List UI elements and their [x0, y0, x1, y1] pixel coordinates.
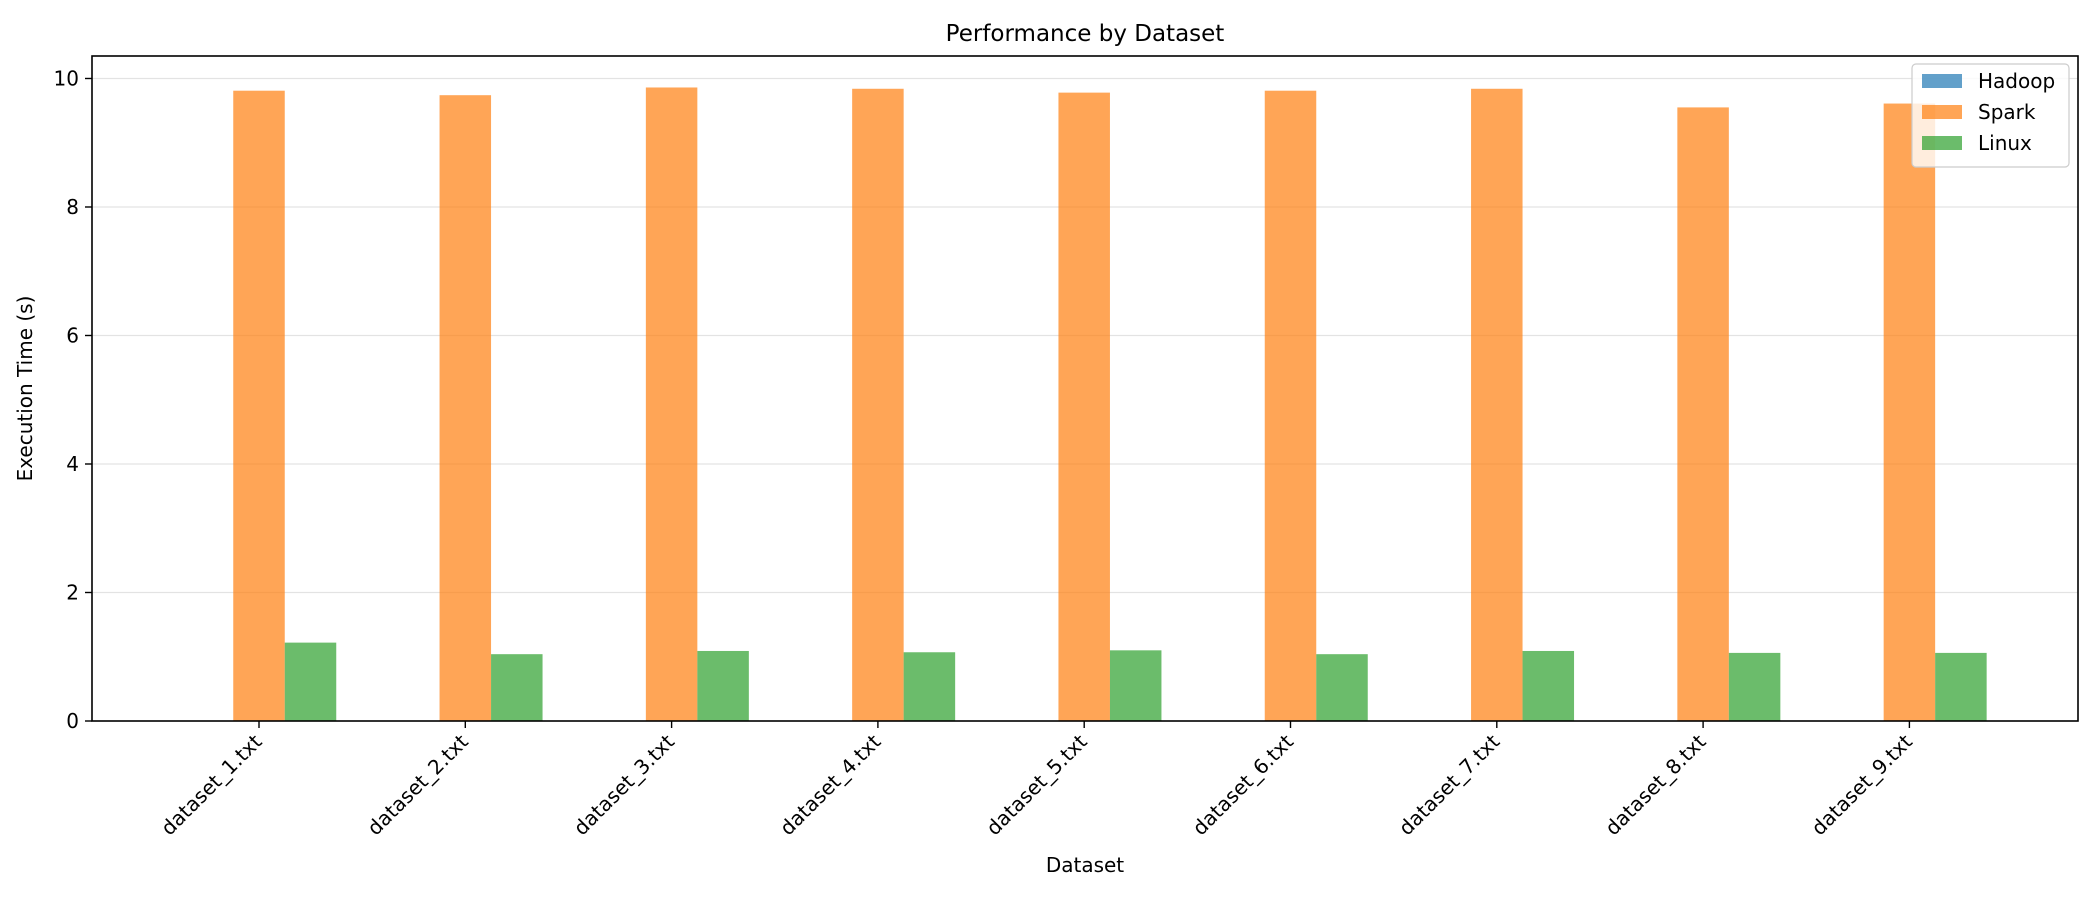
legend: Hadoop Spark Linux — [1911, 63, 2070, 168]
x-tick-label: dataset_1.txt — [156, 729, 267, 840]
bars — [233, 87, 1987, 722]
bar-spark-7 — [1471, 88, 1523, 721]
bar-spark-4 — [852, 88, 904, 721]
bar-spark-1 — [233, 90, 285, 721]
x-tick-label: dataset_9.txt — [1806, 729, 1917, 840]
bar-linux-1 — [284, 642, 337, 721]
x-axis-ticks: dataset_1.txt dataset_2.txt dataset_3.txt d… — [156, 721, 1917, 840]
bar-linux-7 — [1522, 650, 1575, 721]
legend-swatch-spark — [1922, 105, 1962, 119]
bar-linux-2 — [491, 654, 543, 721]
bar-linux-6 — [1316, 654, 1368, 721]
bar-spark-2 — [439, 95, 492, 721]
x-tick-label: dataset_2.txt — [362, 729, 473, 840]
bar-linux-4 — [903, 652, 956, 721]
y-tick-label: 10 — [54, 66, 79, 90]
y-axis-label: Execution Time (s) — [13, 296, 37, 482]
y-tick-label: 6 — [66, 323, 79, 347]
y-tick-label: 2 — [66, 580, 79, 604]
x-tick-label: dataset_5.txt — [981, 729, 1092, 840]
bar-spark-8 — [1677, 107, 1729, 722]
y-tick-label: 4 — [66, 452, 79, 476]
legend-label-spark: Spark — [1978, 100, 2036, 124]
legend-label-linux: Linux — [1978, 131, 2032, 155]
bar-spark-5 — [1058, 92, 1110, 722]
x-tick-label: dataset_3.txt — [569, 729, 680, 840]
x-tick-label: dataset_8.txt — [1600, 729, 1711, 840]
bar-linux-3 — [697, 650, 749, 721]
legend-label-hadoop: Hadoop — [1978, 69, 2055, 93]
y-axis-ticks: 0 2 4 6 8 10 — [54, 66, 92, 733]
y-tick-label: 0 — [66, 709, 79, 733]
legend-swatch-linux — [1922, 136, 1962, 150]
bar-linux-5 — [1109, 650, 1162, 721]
x-tick-label: dataset_6.txt — [1188, 729, 1299, 840]
bar-spark-6 — [1264, 90, 1317, 721]
x-tick-label: dataset_7.txt — [1394, 729, 1505, 840]
y-tick-label: 8 — [66, 195, 79, 219]
x-axis-label: Dataset — [1046, 853, 1124, 877]
bar-linux-9 — [1935, 652, 1987, 721]
bar-linux-8 — [1728, 652, 1781, 721]
chart-title: Performance by Dataset — [946, 21, 1225, 47]
x-tick-label: dataset_4.txt — [775, 729, 886, 840]
bar-spark-9 — [1883, 103, 1936, 721]
plot-frame — [91, 55, 2079, 722]
bar-spark-3 — [645, 87, 698, 721]
legend-swatch-hadoop — [1922, 74, 1962, 88]
